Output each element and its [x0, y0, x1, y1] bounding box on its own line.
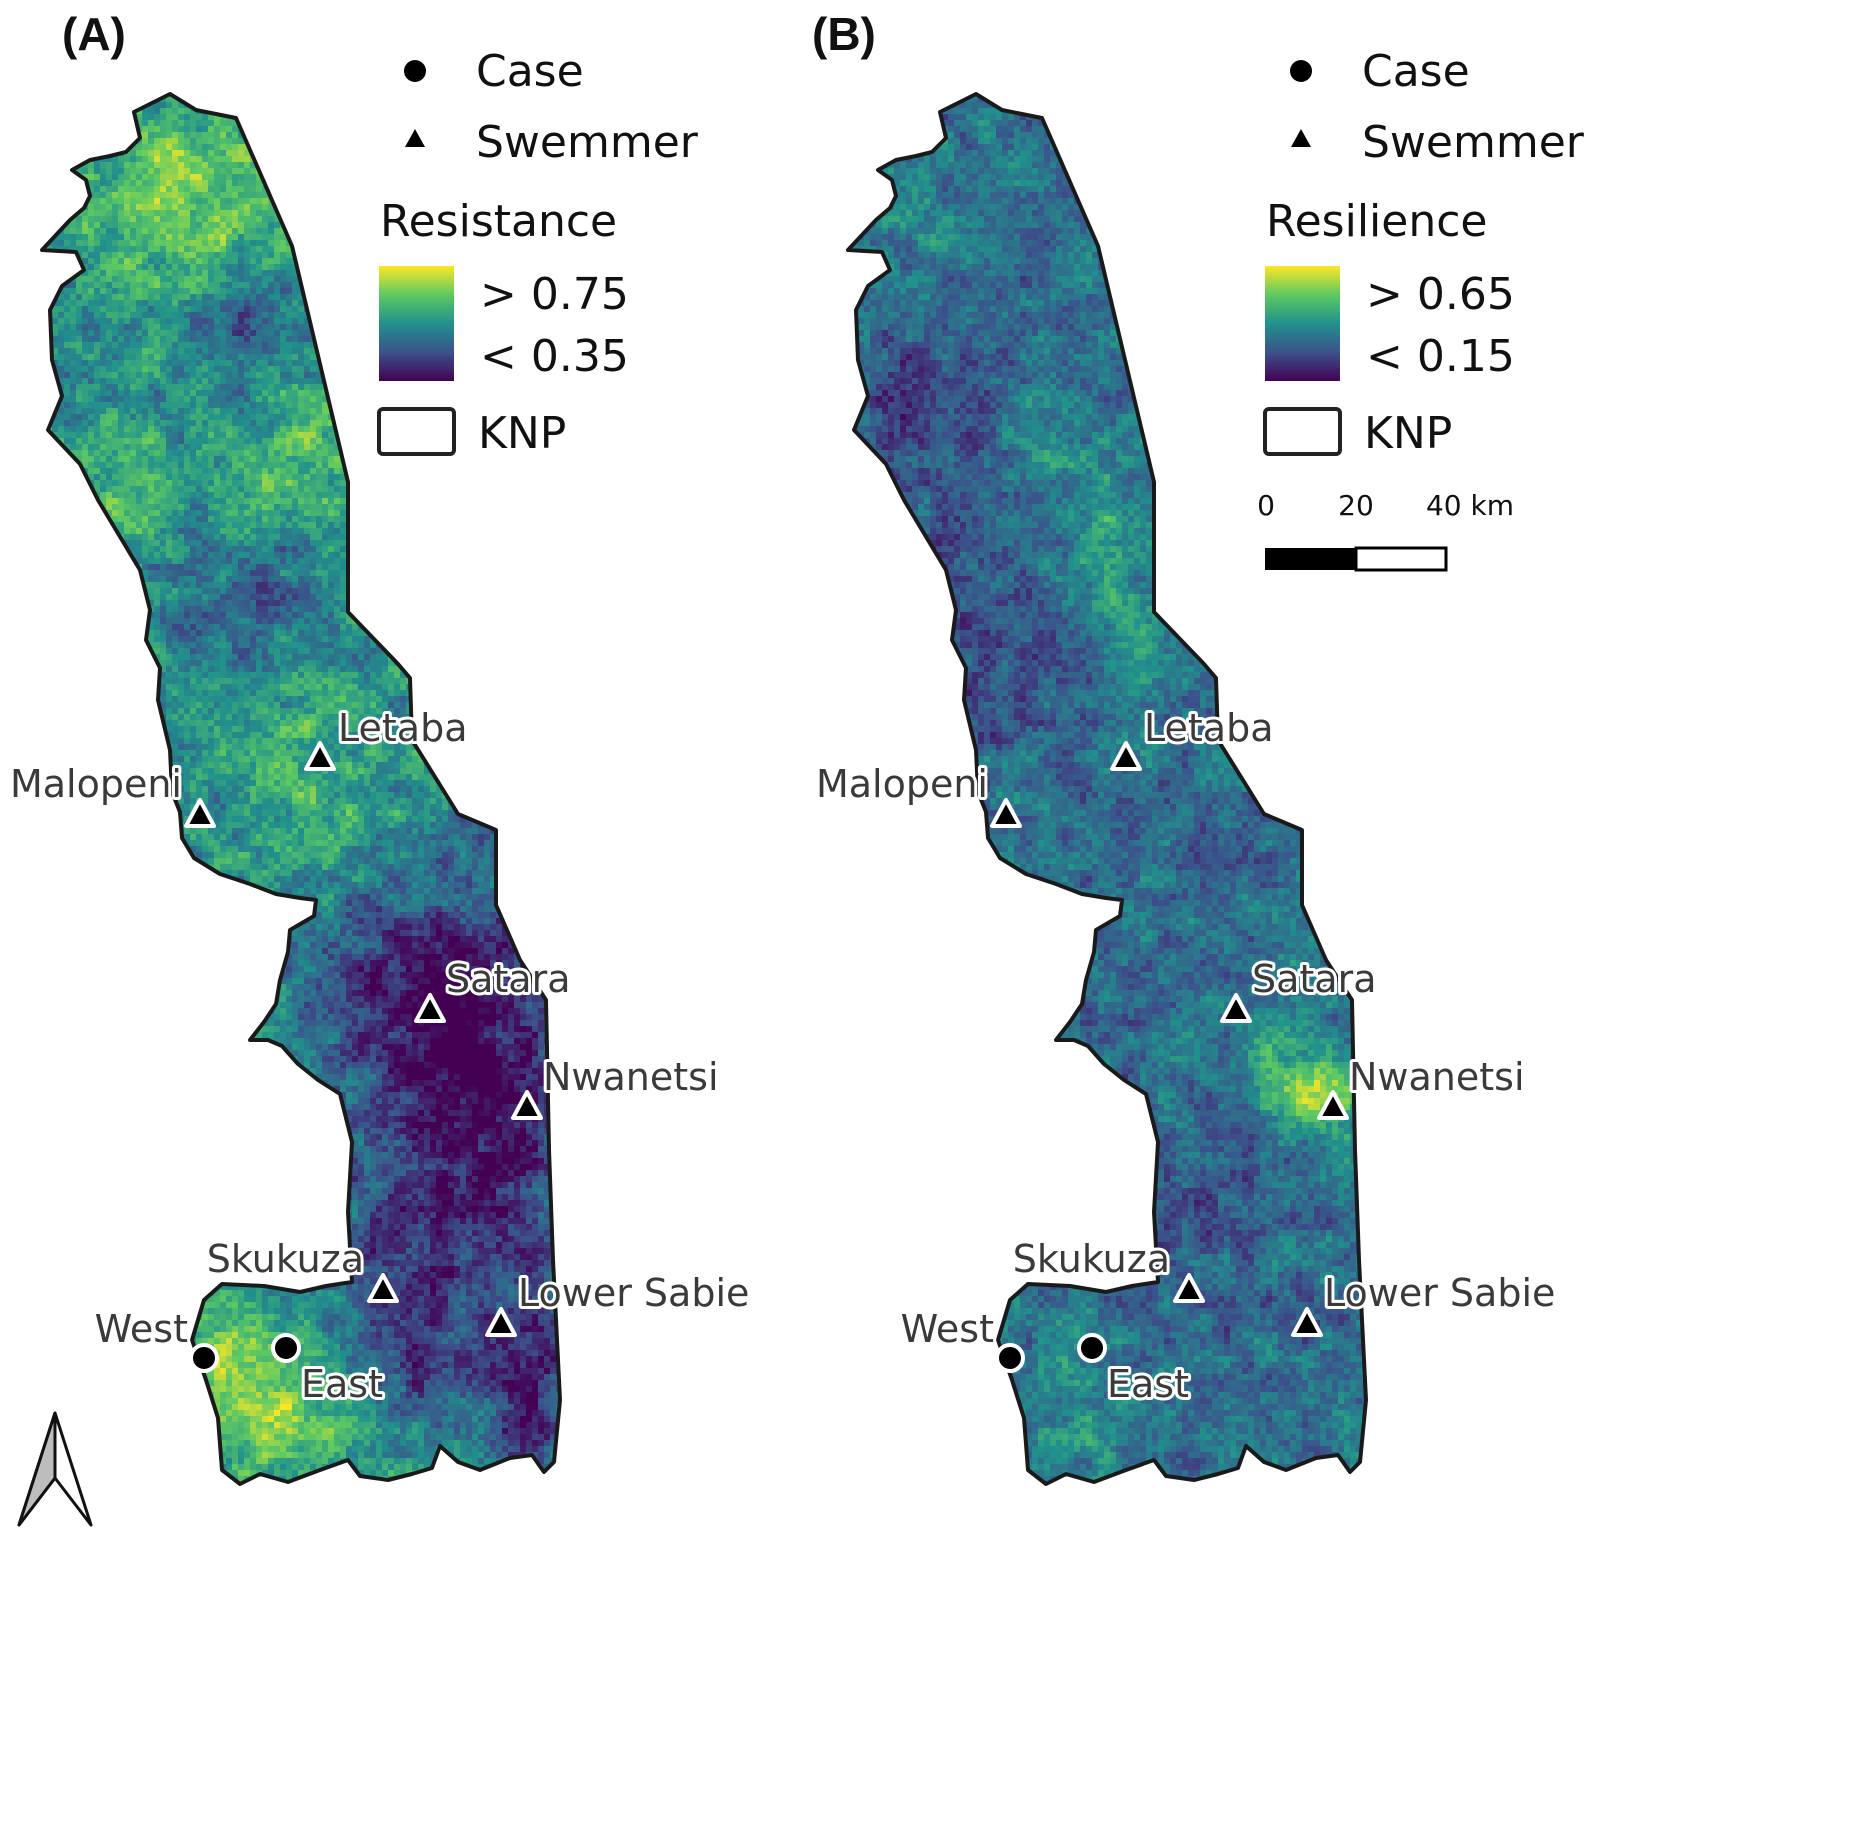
panel-b-label-nwanetsi: Nwanetsi: [1349, 1055, 1525, 1099]
panel-b-legend-boundary-label: KNP: [1364, 408, 1452, 459]
scale-bar-white-segment: [1356, 548, 1446, 570]
panel-b-label-malopeni: Malopeni: [816, 762, 988, 806]
panel-b-legend-swemmer-symbol: [1291, 129, 1311, 147]
panel-a-label-malopeni: Malopeni: [10, 762, 182, 806]
panel-b-legend: Case Swemmer Resilience > 0.65 < 0.15 KN…: [1265, 46, 1585, 459]
panel-b-legend-low-label: < 0.15: [1366, 331, 1515, 382]
panel-a-legend-boundary-label: KNP: [478, 408, 566, 459]
panel-b: (B) Letaba Malopeni Satara Nwanetsi Skukuza L…: [812, 8, 1585, 1494]
scale-bar-label-20: 20: [1338, 489, 1374, 522]
panel-a-label-satara: Satara: [446, 957, 571, 1001]
panel-b-legend-case-label: Case: [1362, 46, 1470, 97]
panel-b-legend-case-symbol: [1290, 60, 1312, 82]
panel-b-case-marker-east: [1079, 1335, 1105, 1361]
panel-a-label-letaba: Letaba: [338, 706, 467, 750]
scale-bar-black-segment: [1265, 548, 1356, 570]
panel-b-legend-colorbar: [1265, 266, 1340, 381]
panel-b-case-marker-west: [997, 1345, 1023, 1371]
panel-a-legend-colorbar: [379, 266, 454, 381]
panel-a: (A) Letaba Malopeni Satara Nwanetsi Skukuza L…: [10, 8, 749, 1525]
scale-bar-label-40: 40 km: [1426, 489, 1514, 522]
panel-a-legend-boundary-symbol: [379, 409, 454, 454]
panel-b-legend-boundary-symbol: [1265, 409, 1340, 454]
scale-bar: 0 20 40 km: [1257, 489, 1514, 570]
panel-b-label-west: West: [901, 1307, 994, 1351]
north-arrow-icon: [19, 1413, 91, 1525]
panel-b-label-lower-sabie: Lower Sabie: [1324, 1271, 1555, 1315]
panel-a-legend-swemmer-symbol: [405, 129, 425, 147]
panel-a-label-east: East: [301, 1362, 383, 1406]
panel-a-legend-case-label: Case: [476, 46, 584, 97]
panel-a-label-skukuza: Skukuza: [207, 1237, 364, 1281]
panel-a-case-marker-east: [273, 1335, 299, 1361]
panel-b-letter: (B): [812, 8, 876, 60]
panel-a-legend-high-label: > 0.75: [480, 269, 629, 320]
panel-b-legend-swemmer-label: Swemmer: [1362, 117, 1585, 168]
panel-a-legend-swemmer-label: Swemmer: [476, 117, 699, 168]
panel-a-legend-low-label: < 0.35: [480, 331, 629, 382]
panel-a-case-marker-west: [191, 1345, 217, 1371]
panel-a-label-nwanetsi: Nwanetsi: [543, 1055, 719, 1099]
panel-b-label-letaba: Letaba: [1144, 706, 1273, 750]
panel-a-label-lower-sabie: Lower Sabie: [518, 1271, 749, 1315]
panel-b-label-east: East: [1107, 1362, 1189, 1406]
panel-a-legend: Case Swemmer Resistance > 0.75 < 0.35 KN…: [379, 46, 699, 459]
panel-b-label-skukuza: Skukuza: [1013, 1237, 1170, 1281]
panel-b-legend-high-label: > 0.65: [1366, 269, 1515, 320]
panel-a-letter: (A): [62, 8, 126, 60]
scale-bar-label-0: 0: [1257, 489, 1275, 522]
panel-a-legend-case-symbol: [404, 60, 426, 82]
panel-a-legend-title: Resistance: [380, 196, 617, 247]
panel-a-label-west: West: [95, 1307, 188, 1351]
panel-b-label-satara: Satara: [1252, 957, 1377, 1001]
panel-b-legend-title: Resilience: [1266, 196, 1487, 247]
